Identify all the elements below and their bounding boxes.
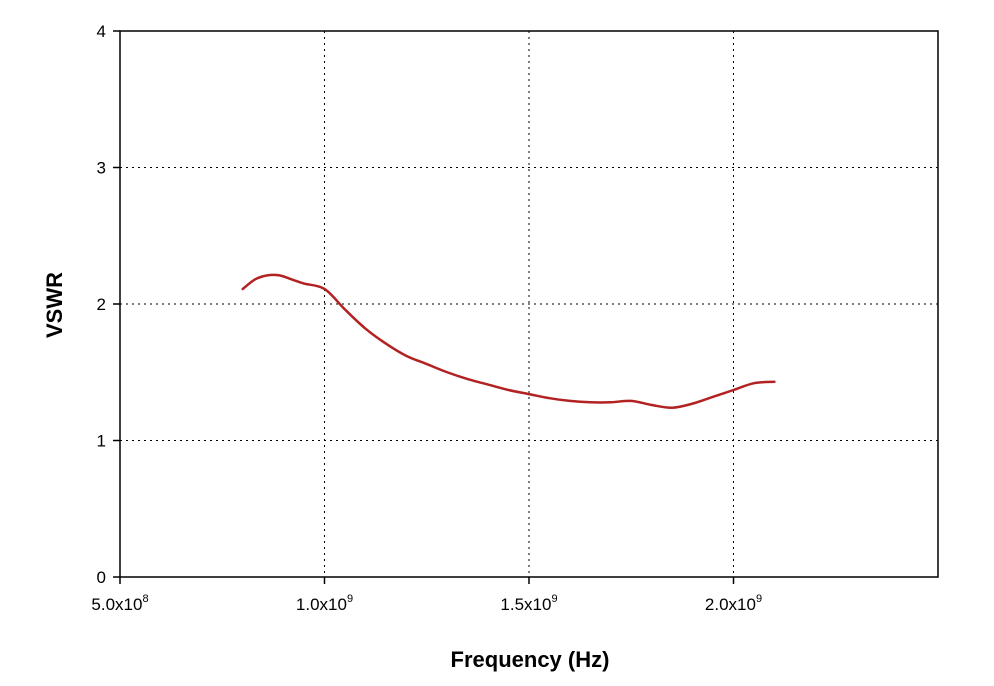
x-tick-label: 1.5x109 xyxy=(500,593,557,614)
x-tick-label: 2.0x109 xyxy=(705,593,762,614)
series-layer xyxy=(241,273,776,409)
y-tick-label: 3 xyxy=(97,159,106,178)
x-tick-label: 5.0x108 xyxy=(91,593,148,614)
y-tick-label: 4 xyxy=(97,22,106,41)
x-tick-label: 1.0x109 xyxy=(296,593,353,614)
y-tick-label: 1 xyxy=(97,432,106,451)
axis-ticks: 0 1 2 3 4 5.0x108 1.0x109 1.5x109 2.0x109 xyxy=(91,22,762,614)
grid-lines xyxy=(120,31,938,577)
x-axis-title: Frequency (Hz) xyxy=(451,647,610,672)
vswr-series-line xyxy=(241,273,776,409)
y-axis-title: VSWR xyxy=(42,272,67,338)
y-tick-label: 0 xyxy=(97,568,106,587)
y-tick-label: 2 xyxy=(97,295,106,314)
